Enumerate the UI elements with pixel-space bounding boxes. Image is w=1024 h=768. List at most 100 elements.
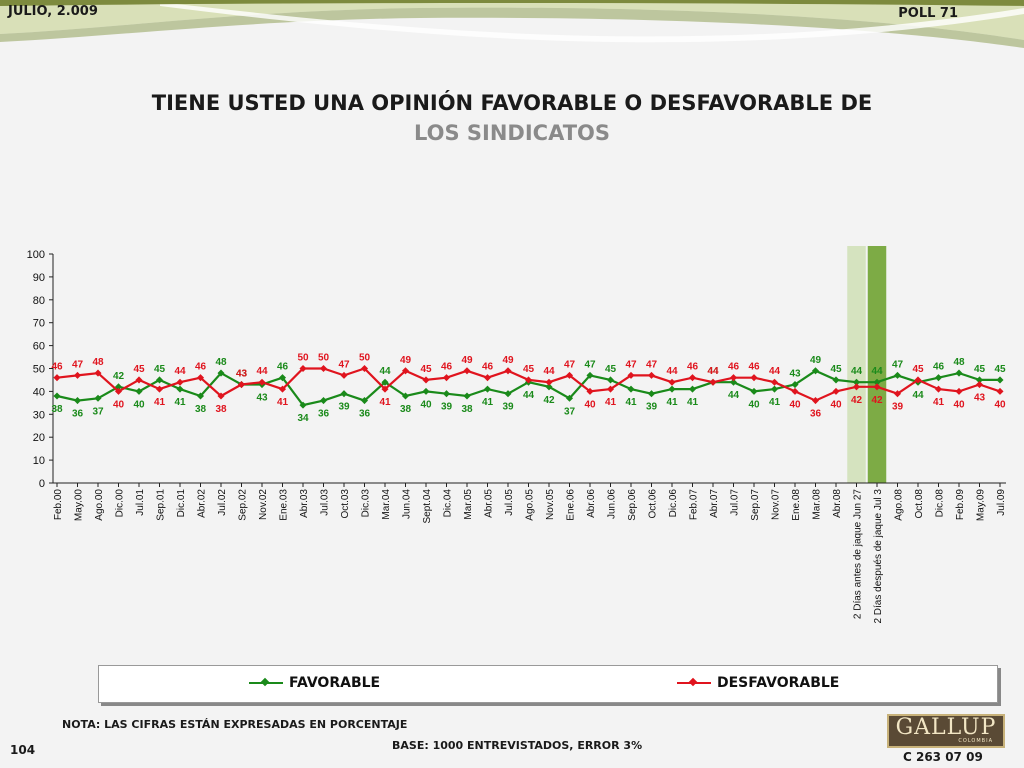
legend-swatch-desfavorable (677, 677, 711, 687)
data-label: 39 (338, 402, 350, 413)
data-label: 42 (113, 371, 125, 382)
x-tick-label: 2 Días después de jaque Jul 3 (873, 489, 884, 624)
data-label: 42 (851, 395, 863, 406)
y-tick-label: 40 (33, 386, 45, 398)
data-point (750, 374, 758, 382)
data-point (996, 387, 1004, 395)
data-label: 38 (215, 404, 227, 415)
data-label: 40 (994, 399, 1006, 410)
x-tick-label: Jul.01 (135, 489, 146, 516)
data-point (94, 394, 102, 402)
data-label: 49 (810, 355, 822, 366)
data-point (791, 387, 799, 395)
data-point (627, 385, 635, 393)
data-point (319, 364, 328, 373)
x-tick-label: May.00 (74, 489, 85, 521)
data-point (832, 376, 840, 384)
data-point (483, 374, 492, 382)
x-tick-label: Sep.01 (156, 489, 167, 521)
legend-item-favorable: FAVORABLE (249, 675, 380, 691)
data-label: 44 (523, 390, 535, 401)
x-tick-label: Jul.09 (996, 489, 1007, 516)
data-point (135, 376, 143, 384)
data-point (545, 383, 553, 391)
x-tick-label: Sep.06 (627, 489, 638, 521)
data-point (565, 394, 574, 402)
data-label: 36 (359, 409, 371, 420)
x-tick-label: Abr.06 (586, 489, 597, 518)
data-label: 44 (543, 366, 555, 377)
data-point (606, 376, 615, 384)
data-point (975, 380, 984, 389)
data-point (955, 387, 963, 395)
data-label: 36 (810, 409, 822, 420)
data-label: 46 (277, 362, 289, 373)
data-point (340, 390, 348, 398)
data-label: 39 (502, 402, 514, 413)
data-point (729, 374, 738, 382)
data-label: 50 (318, 353, 330, 364)
data-point (996, 376, 1004, 384)
data-point (873, 378, 881, 386)
data-label: 47 (892, 359, 904, 370)
data-point (893, 390, 902, 398)
data-point (196, 374, 205, 382)
x-tick-label: Dic.08 (935, 489, 946, 518)
data-label: 44 (256, 366, 268, 377)
data-point (217, 392, 225, 400)
base-text: BASE: 1000 ENTREVISTADOS, ERROR 3% (392, 739, 643, 752)
data-point (401, 392, 410, 400)
data-point (463, 392, 471, 400)
data-point (852, 378, 861, 386)
y-tick-label: 30 (33, 409, 45, 421)
data-label: 44 (379, 366, 391, 377)
data-label: 38 (51, 404, 63, 415)
data-point (237, 380, 246, 389)
x-tick-label: Nov.02 (258, 489, 269, 520)
data-point (278, 374, 287, 382)
data-label: 41 (769, 397, 781, 408)
x-tick-label: Abr.03 (299, 489, 310, 518)
data-label: 39 (441, 402, 453, 413)
data-point (258, 378, 266, 386)
x-tick-label: Abr.05 (484, 489, 495, 518)
legend-item-desfavorable: DESFAVORABLE (677, 675, 839, 691)
x-tick-label: Ago.00 (94, 489, 105, 521)
data-label: 47 (625, 359, 637, 370)
data-point (811, 397, 820, 405)
data-label: 40 (748, 399, 760, 410)
y-tick-label: 70 (33, 318, 45, 330)
y-tick-label: 10 (33, 455, 45, 467)
data-point (545, 378, 553, 386)
y-tick-label: 20 (33, 432, 45, 444)
x-tick-label: Ago.05 (525, 489, 536, 521)
y-tick-label: 90 (33, 272, 45, 284)
data-point (668, 378, 676, 386)
data-label: 45 (994, 364, 1006, 375)
data-label: 48 (215, 357, 227, 368)
data-point (647, 371, 656, 379)
data-label: 42 (871, 395, 883, 406)
data-point (217, 369, 225, 377)
data-point (73, 397, 82, 405)
data-label: 47 (584, 359, 596, 370)
data-label: 49 (502, 355, 514, 366)
document-code: C 263 07 09 (903, 750, 983, 764)
data-label: 49 (461, 355, 473, 366)
data-point (463, 367, 471, 375)
data-point (155, 385, 164, 393)
data-label: 49 (400, 355, 412, 366)
x-tick-label: Dic.06 (668, 489, 679, 518)
y-tick-label: 0 (39, 478, 45, 490)
data-label: 46 (687, 362, 699, 373)
legend: FAVORABLE DESFAVORABLE (98, 665, 998, 703)
data-point (340, 371, 348, 379)
data-point (94, 369, 102, 377)
data-point (483, 385, 492, 393)
data-point (955, 369, 963, 377)
legend-label-favorable: FAVORABLE (289, 675, 381, 691)
logo-wordmark: GALLUP (895, 715, 997, 740)
data-label: 46 (195, 362, 207, 373)
data-label: 43 (236, 369, 248, 380)
data-label: 44 (707, 366, 719, 377)
